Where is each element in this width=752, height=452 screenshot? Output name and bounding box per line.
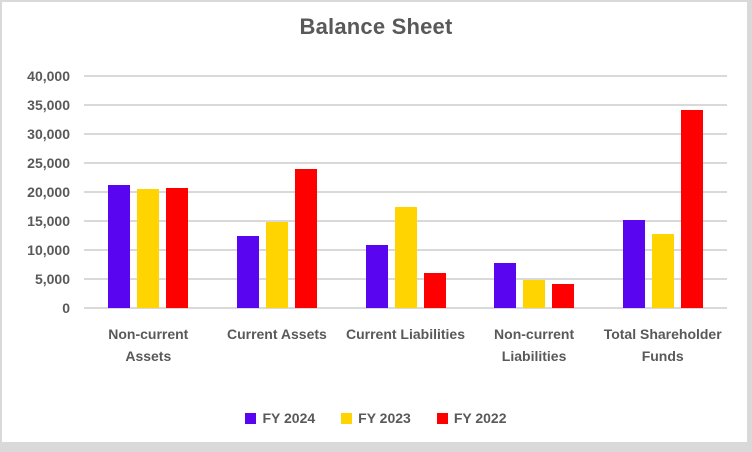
gridline [84, 162, 727, 164]
x-axis-label-total-shareholder-funds: Total Shareholder Funds [603, 326, 722, 364]
bar-fy-2024-non-current-assets [108, 185, 131, 308]
bar-fy-2022-non-current-assets [166, 187, 189, 308]
chart-title: Balance Sheet [299, 14, 453, 39]
y-axis-tick-label: 10,000 [27, 242, 70, 258]
bar-fy-2024-non-current-liabilities [494, 262, 517, 308]
legend-item-fy-2022: FY 2022 [436, 410, 507, 426]
bar-fy-2023-current-assets [265, 221, 288, 308]
legend-swatch-fy-2023 [341, 412, 353, 424]
bar-fy-2023-total-shareholder-funds [651, 233, 674, 308]
bar-fy-2024-total-shareholder-funds [622, 220, 645, 308]
bar-fy-2022-current-assets [294, 168, 317, 308]
legend-label-fy-2022: FY 2022 [453, 410, 507, 426]
bar-fy-2022-current-liabilities [423, 273, 446, 308]
legend: FY 2024 FY 2023 FY 2022 [0, 411, 752, 425]
x-axis-label-non-current-assets: Non-current Assets [108, 326, 189, 364]
y-axis-tick-label: 15,000 [27, 213, 70, 229]
x-axis-label-current-liabilities: Current Liabilities [345, 326, 466, 342]
gridline [84, 75, 727, 77]
legend-item-fy-2023: FY 2023 [341, 411, 411, 425]
gridline [84, 307, 727, 309]
bar-fy-2022-non-current-liabilities [552, 283, 575, 308]
bar-fy-2023-non-current-assets [137, 189, 160, 308]
y-axis-tick-label: 35,000 [27, 97, 70, 113]
x-axis-label-current-assets: Current Assets [226, 326, 327, 342]
y-axis-tick-label: 20,000 [27, 184, 70, 200]
bar-fy-2023-non-current-liabilities [523, 279, 546, 308]
bar-fy-2024-current-assets [236, 235, 259, 308]
gridline [84, 133, 727, 135]
legend-label-fy-2024: FY 2024 [262, 410, 316, 426]
y-axis-tick-label: 25,000 [27, 155, 70, 171]
bar-fy-2023-current-liabilities [394, 206, 417, 308]
gridline [84, 104, 727, 106]
x-axis-label-non-current-liabilities: Non-current Liabilities [494, 326, 575, 364]
legend-swatch-fy-2022 [436, 412, 448, 424]
legend-swatch-fy-2024 [245, 412, 257, 424]
gridline [84, 191, 727, 193]
y-axis-tick-label: 40,000 [27, 68, 70, 84]
bar-fy-2022-total-shareholder-funds [680, 109, 703, 308]
y-axis-tick-label: 30,000 [27, 126, 70, 142]
y-axis-tick-label: 5,000 [34, 271, 70, 287]
bar-fy-2024-current-liabilities [365, 244, 388, 308]
legend-label-fy-2023: FY 2023 [358, 410, 411, 426]
y-axis-tick-label: 0 [62, 300, 70, 316]
legend-item-fy-2024: FY 2024 [245, 411, 315, 425]
